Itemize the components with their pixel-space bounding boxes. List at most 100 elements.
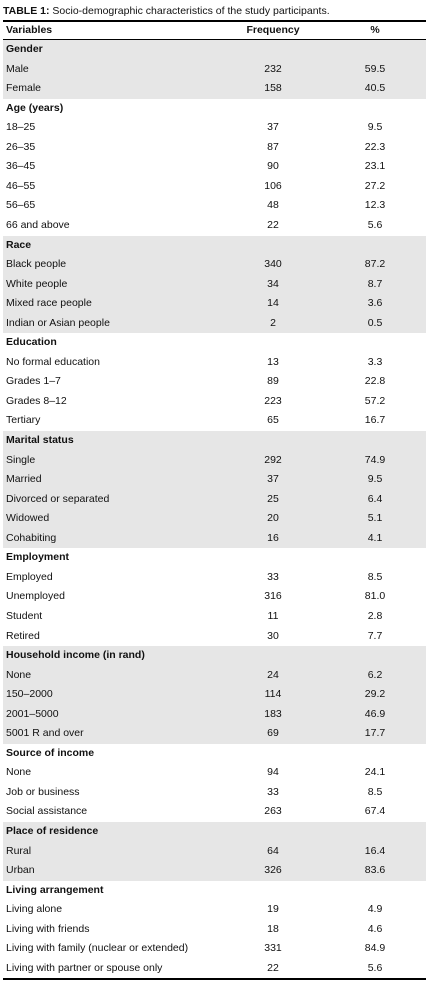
frequency: 13 (267, 355, 279, 368)
frequency: 18 (267, 922, 279, 935)
frequency: 33 (267, 570, 279, 583)
data-row: 26–35 87 22.3 (3, 138, 426, 158)
data-row: Unemployed 316 81.0 (3, 587, 426, 607)
percent: 16.4 (364, 844, 386, 857)
section-title: Gender (6, 43, 43, 55)
row-label: Living alone (6, 903, 63, 916)
section-row: Place of residence (3, 822, 426, 842)
data-row: Rural 64 16.4 (3, 841, 426, 862)
row-label: Black people (6, 258, 67, 271)
percent: 59.5 (364, 62, 386, 75)
row-label: Mixed race people (6, 297, 92, 310)
row-label: Tertiary (6, 414, 41, 427)
percent: 8.7 (367, 277, 383, 290)
percent: 29.2 (364, 688, 386, 701)
percent: 4.1 (367, 531, 383, 544)
percent: 9.5 (367, 121, 383, 134)
column-header: % (370, 24, 380, 36)
frequency: 69 (267, 727, 279, 740)
section-title: Place of residence (6, 825, 99, 837)
percent: 9.5 (367, 473, 383, 486)
frequency: 19 (267, 903, 279, 916)
section-title: Living arrangement (6, 883, 104, 896)
section-title: Household income (in rand) (6, 649, 145, 662)
data-row: Living with partner or spouse only 22 5.6 (3, 959, 426, 979)
data-row: Male 232 59.5 (3, 59, 426, 80)
frequency: 158 (264, 82, 282, 95)
section-title: Race (6, 238, 32, 251)
percent: 17.7 (364, 727, 386, 740)
percent: 8.5 (367, 785, 383, 798)
data-row: Job or business 33 8.5 (3, 783, 426, 803)
data-row: Indian or Asian people 2 0.5 (3, 313, 426, 334)
data-row: 5001 R and over 69 17.7 (3, 724, 426, 744)
row-label: Job or business (6, 785, 80, 798)
frequency: 65 (267, 414, 279, 427)
frequency: 87 (267, 140, 279, 153)
data-row: None 24 6.2 (3, 665, 426, 686)
bottom-rule (3, 978, 426, 980)
data-row: 66 and above 22 5.6 (3, 216, 426, 236)
frequency: 30 (267, 629, 279, 642)
row-label: 36–45 (6, 160, 36, 173)
data-row: Divorced or separated 25 6.4 (3, 489, 426, 510)
percent: 6.4 (367, 492, 383, 505)
data-row: Black people 340 87.2 (3, 255, 426, 275)
percent: 40.5 (364, 82, 386, 95)
row-label: Living with friends (6, 922, 90, 935)
column-header: Variables (6, 24, 53, 36)
row-label: Married (6, 473, 42, 486)
percent: 5.1 (367, 512, 383, 525)
percent: 0.5 (367, 316, 383, 329)
percent: 5.6 (367, 961, 383, 974)
row-label: None (6, 668, 32, 681)
frequency: 183 (264, 707, 282, 720)
frequency: 106 (264, 179, 282, 192)
section-row: Source of income (3, 744, 426, 764)
row-label: None (6, 766, 32, 779)
row-label: Grades 1–7 (6, 375, 61, 388)
row-label: 2001–5000 (6, 707, 59, 720)
row-label: 46–55 (6, 179, 36, 192)
frequency: 20 (267, 512, 279, 525)
percent: 22.8 (364, 375, 386, 388)
percent: 3.6 (367, 297, 383, 310)
percent: 27.2 (364, 179, 386, 192)
row-label: 150–2000 (6, 688, 53, 701)
row-label: Student (6, 609, 43, 622)
frequency: 114 (264, 688, 282, 701)
row-label: 5001 R and over (6, 727, 84, 740)
data-row: Single 292 74.9 (3, 450, 426, 471)
data-row: 56–65 48 12.3 (3, 196, 426, 216)
frequency: 292 (264, 453, 282, 466)
section-row: Household income (in rand) (3, 646, 426, 666)
data-row: 36–45 90 23.1 (3, 157, 426, 177)
section-row: Education (3, 333, 426, 353)
data-row: Living alone 19 4.9 (3, 900, 426, 920)
section-title: Age (years) (6, 101, 64, 114)
frequency: 14 (267, 297, 279, 310)
frequency: 326 (264, 864, 282, 877)
frequency: 16 (267, 531, 279, 544)
frequency: 22 (267, 961, 279, 974)
data-row: White people 34 8.7 (3, 274, 426, 295)
frequency: 22 (267, 218, 279, 231)
percent: 7.7 (367, 629, 383, 642)
frequency: 25 (267, 492, 279, 505)
header-rule (3, 39, 426, 40)
data-row: Living with friends 18 4.6 (3, 920, 426, 940)
data-row: Living with family (nuclear or extended)… (3, 939, 426, 959)
frequency: 24 (267, 668, 279, 681)
frequency: 89 (267, 375, 279, 388)
percent: 57.2 (364, 394, 386, 407)
percent: 83.6 (364, 864, 386, 877)
percent: 23.1 (364, 160, 386, 173)
data-row: Employed 33 8.5 (3, 568, 426, 588)
frequency: 33 (267, 785, 279, 798)
caption-text: Socio-demographic characteristics of the… (52, 5, 330, 17)
frequency: 90 (267, 160, 279, 173)
percent: 24.1 (364, 766, 386, 779)
percent: 12.3 (364, 199, 386, 212)
data-row: None 94 24.1 (3, 763, 426, 783)
